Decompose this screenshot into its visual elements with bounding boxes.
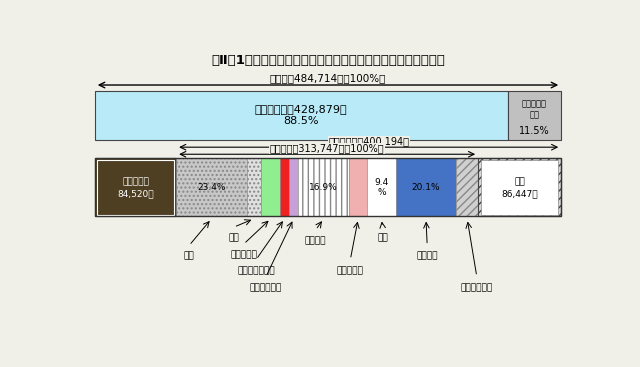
Text: 保健医療: 保健医療 [305, 236, 326, 245]
Bar [97, 160, 173, 215]
Text: 家具・家事用品: 家具・家事用品 [237, 266, 275, 275]
Bar [289, 159, 298, 217]
Text: 88.5%: 88.5% [284, 116, 319, 126]
Text: 9.4
%: 9.4 % [374, 178, 388, 197]
Bar [478, 159, 561, 217]
Bar [176, 159, 247, 217]
Text: 16.9%: 16.9% [309, 183, 338, 192]
Bar [247, 159, 261, 217]
Text: その他の消費: その他の消費 [461, 283, 493, 292]
Bar [481, 160, 558, 215]
Bar [95, 159, 176, 217]
Text: 教育: 教育 [377, 233, 388, 242]
Text: 11.5%: 11.5% [519, 126, 550, 136]
Bar [349, 159, 367, 217]
Bar [367, 159, 396, 217]
Text: 勤め先収入
以外: 勤め先収入 以外 [522, 100, 547, 119]
Bar [456, 159, 478, 217]
Bar [298, 159, 349, 217]
Text: 被服及び履物: 被服及び履物 [250, 283, 282, 292]
Bar [95, 91, 508, 140]
Bar [508, 91, 561, 140]
Text: 住居: 住居 [228, 233, 239, 242]
Text: 非消費支出
84,520円: 非消費支出 84,520円 [117, 177, 154, 198]
Text: 勤め先収入　428,879円: 勤め先収入 428,879円 [255, 105, 348, 115]
Text: 食料: 食料 [184, 252, 195, 261]
Text: 教養娯楽: 教養娯楽 [417, 252, 438, 261]
Text: 20.1%: 20.1% [412, 183, 440, 192]
Text: 可処分所得　400,194円: 可処分所得 400,194円 [328, 136, 409, 146]
Text: 実収入　484,714円（100%）: 実収入 484,714円（100%） [270, 74, 386, 84]
Bar [396, 159, 456, 217]
Text: 図Ⅱ－1　家計収支の構成（二人以上の世帯のうち勤労者世帯）: 図Ⅱ－1 家計収支の構成（二人以上の世帯のうち勤労者世帯） [211, 54, 445, 67]
Text: 黒字
86,447円: 黒字 86,447円 [501, 177, 538, 198]
Bar [280, 159, 289, 217]
Text: 23.4%: 23.4% [197, 183, 226, 192]
Bar [95, 159, 561, 217]
Text: 交通・通信: 交通・通信 [337, 266, 364, 275]
Text: 消費支出　313,747円（100%）: 消費支出 313,747円（100%） [270, 143, 385, 153]
Bar [261, 159, 280, 217]
Text: 光熱・水道: 光熱・水道 [230, 250, 257, 259]
